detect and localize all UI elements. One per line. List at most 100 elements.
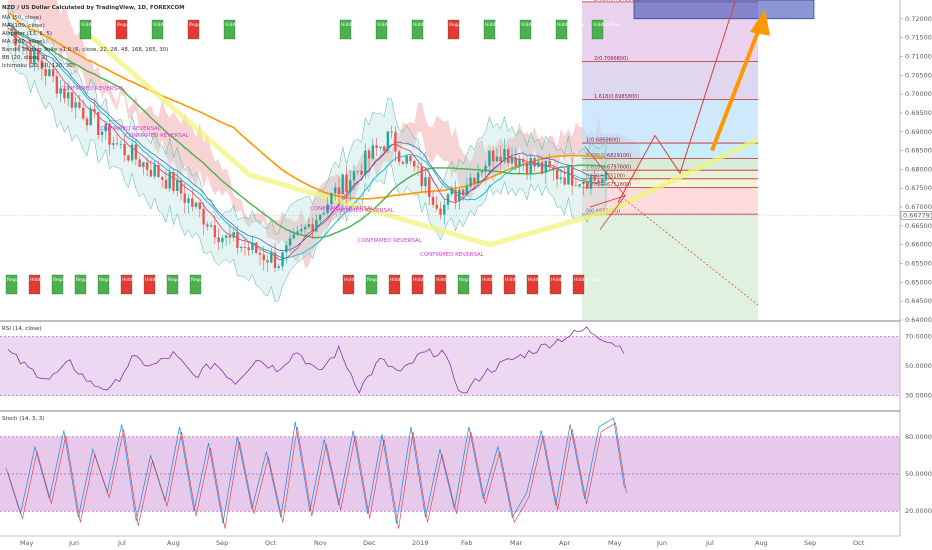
candle-body	[473, 177, 476, 184]
price-tick-label: 0.7150000	[905, 34, 932, 42]
legend-entry: Ichimoku (20, 60, 120, 30)	[2, 63, 75, 69]
signal-box-bottom	[143, 274, 156, 295]
candle-body	[89, 108, 92, 126]
candle-body	[209, 225, 213, 227]
candle-body	[589, 176, 593, 189]
candle-body	[334, 187, 337, 194]
candle-body	[296, 231, 299, 235]
signal-label-bottom: Hidden Bull	[30, 277, 56, 283]
candle-body	[251, 242, 254, 251]
reversal-annotation: CONFIRMED REVERSAL	[125, 133, 190, 139]
candle-body	[40, 60, 44, 69]
bollinger-bands	[7, 5, 607, 303]
signal-label-top: Hidden Bear	[557, 22, 585, 28]
candle-body	[567, 166, 570, 185]
candle-body	[14, 31, 17, 46]
signal-label-bottom: Hidden Bull	[145, 277, 171, 283]
signal-label-bottom: Regular Bull	[76, 277, 103, 283]
candle-body	[529, 157, 532, 174]
candle-body	[55, 76, 59, 94]
fib-level-label: 2(0.7086800)	[594, 56, 628, 62]
rsi-tick-label: 50.000000	[905, 362, 932, 370]
candle-body	[93, 108, 96, 113]
time-tick-label: May	[608, 539, 622, 547]
candle-body	[559, 177, 563, 180]
signal-label-bottom: Regular Bull	[99, 277, 126, 283]
signal-box-bottom	[480, 274, 493, 295]
candle-body	[145, 162, 149, 170]
bullish-arrow-head	[750, 9, 770, 36]
candle-body	[533, 157, 536, 167]
candle-body	[112, 143, 115, 145]
candle-body	[582, 182, 585, 185]
legend-entry: MA (200, close)	[2, 39, 45, 45]
candle-body	[198, 202, 202, 209]
candle-body	[382, 146, 386, 151]
candle-body	[525, 162, 529, 174]
price-tick-label: 0.7200000	[905, 15, 932, 23]
signal-box-bottom	[51, 274, 64, 295]
signal-box-top	[187, 19, 200, 40]
candle-body	[194, 202, 198, 207]
indicator-legend: NZD / US Dollar Calculated by TradingVie…	[2, 5, 185, 69]
divergence-signals: Hidden Bear Regular Bear Hidden Bear Regula…	[5, 19, 621, 295]
signal-label-bottom: Hidden Bull	[390, 277, 416, 283]
candle-body	[397, 151, 401, 162]
fib-zone	[582, 99, 758, 144]
legend-entry: Bandit Trading Suite v1.0 (6, close, 22,…	[2, 47, 168, 53]
stoch-k-line	[5, 417, 625, 524]
candle-body	[349, 180, 352, 193]
reversal-annotation: CONFIRMED REVERSAL	[97, 126, 162, 132]
candle-body	[25, 46, 29, 50]
signal-label-top: Hidden Bear	[341, 22, 369, 28]
signal-box-bottom	[411, 274, 424, 295]
signal-box-top	[555, 19, 568, 40]
stoch-d-line	[7, 422, 627, 529]
candle-body	[390, 131, 393, 133]
signal-box-top	[447, 19, 460, 40]
candle-body	[85, 118, 89, 126]
candle-body	[443, 204, 446, 215]
candle-body	[217, 237, 220, 243]
candle-body	[311, 224, 314, 232]
time-tick-label: Sep	[216, 539, 228, 547]
signal-box-top	[115, 19, 128, 40]
candle-body	[221, 237, 224, 243]
stoch-pane: Stoch (14, 3, 3) 80.000000 50.000000 20.000…	[0, 410, 932, 529]
candle-body	[142, 162, 145, 167]
signal-box-bottom	[526, 274, 539, 295]
time-tick-label: Mar	[510, 539, 523, 547]
candle-body	[401, 161, 405, 164]
candle-body	[356, 170, 359, 172]
time-tick-label: Sep	[804, 539, 816, 547]
signal-label-bottom: Regular Bull	[191, 277, 218, 283]
signal-box-bottom	[434, 274, 447, 295]
candle-body	[537, 161, 540, 167]
candle-body	[232, 232, 235, 238]
signal-label-top: Regular Bear	[189, 22, 218, 28]
time-tick-label: Jul	[117, 539, 126, 547]
candle-body	[303, 226, 307, 230]
candle-body	[507, 149, 510, 163]
fib-zone	[582, 158, 758, 171]
candle-body	[465, 186, 469, 196]
signal-label-top: Hidden Bear	[485, 22, 513, 28]
price-tick-label: 0.6400000	[905, 316, 932, 324]
signal-box-bottom	[572, 274, 585, 295]
price-tick-label: 0.6450000	[905, 297, 932, 305]
candle-body	[563, 177, 566, 185]
legend-entry: BB (20, close, 2)	[2, 55, 47, 61]
reversal-annotation: CONFIRMED REVERSAL	[420, 252, 485, 258]
fib-level-label: 0.382(0.6751800)	[586, 182, 631, 188]
fib-zone	[582, 170, 758, 179]
candle-body	[341, 174, 344, 195]
rsi-pane: RSI (14, close) 70.000000 50.000000 30.0000…	[0, 320, 932, 399]
candle-body	[570, 166, 574, 186]
signal-box-bottom	[28, 274, 41, 295]
time-tick-label: Jul	[705, 539, 714, 547]
candle-body	[300, 229, 303, 232]
candle-body	[127, 155, 130, 161]
alligator-jaw-line	[7, 22, 607, 251]
candle-body	[149, 169, 153, 177]
candle-body	[258, 252, 262, 255]
